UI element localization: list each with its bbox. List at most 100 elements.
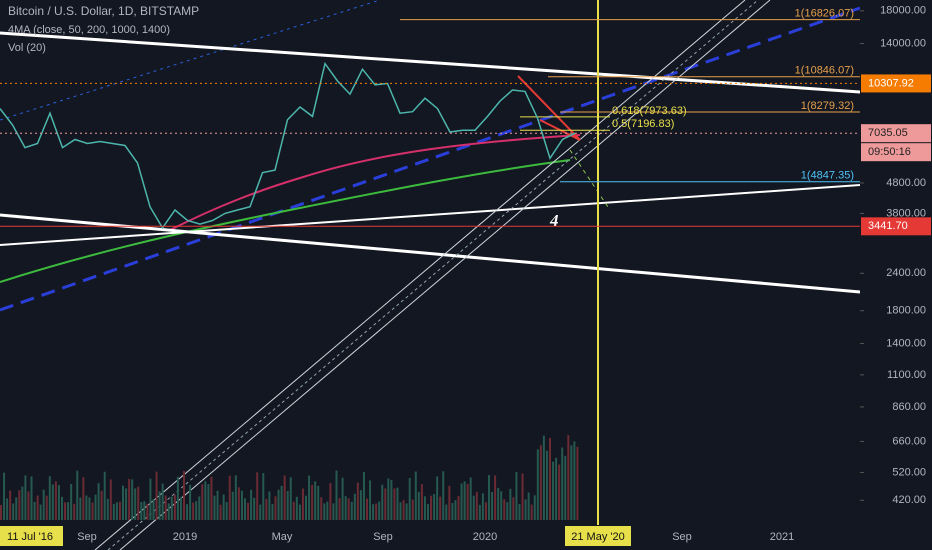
volume-bar — [463, 481, 466, 520]
volume-bar — [393, 488, 396, 520]
x-label-box — [0, 526, 63, 546]
volume-bar — [420, 484, 423, 520]
y-tick-label: 420.00 — [892, 494, 926, 506]
level-label: 0.618(7973.63) — [612, 105, 687, 117]
volume-bar — [167, 503, 170, 520]
volume-bar — [259, 504, 262, 520]
volume-bar — [320, 497, 323, 520]
x-tick-label: 21 May '20 — [571, 531, 624, 543]
volume-bar — [323, 503, 326, 520]
volume-bar — [237, 487, 240, 520]
volume-bar — [18, 490, 21, 520]
volume-bar — [295, 496, 298, 520]
volume-bar — [109, 479, 112, 520]
volume-bar — [292, 501, 295, 520]
price-tag-label: 10307.92 — [868, 77, 914, 89]
volume-bar — [161, 483, 164, 520]
volume-bar — [228, 475, 231, 520]
volume-bar — [64, 502, 67, 520]
volume-bar — [192, 502, 195, 520]
volume-bar — [27, 491, 30, 520]
x-tick-label: 2021 — [770, 531, 794, 543]
volume-bar — [137, 486, 140, 520]
channel-line — [119, 0, 771, 550]
y-tick-label: 18000.00 — [880, 5, 926, 17]
volume-bar — [549, 437, 551, 520]
volume-bar — [97, 483, 100, 520]
annotation: 4 — [549, 211, 559, 230]
volume-bar — [573, 441, 576, 520]
volume-bar — [244, 498, 246, 520]
volume-bar — [73, 503, 76, 520]
volume-bar — [100, 490, 103, 520]
volume-bar — [61, 496, 63, 520]
x-tick-label: Sep — [77, 531, 97, 543]
volume-bar — [375, 503, 378, 520]
volume-bar — [408, 477, 411, 520]
trend-line — [0, 31, 861, 94]
volume-bar — [286, 491, 289, 520]
volume-bar — [131, 479, 134, 520]
price-line — [0, 61, 576, 230]
volume-bar — [79, 497, 82, 520]
volume-bar — [454, 500, 457, 520]
volume-bar — [70, 483, 73, 520]
volume-bar — [460, 483, 463, 520]
volume-bar — [509, 488, 512, 520]
y-tick-label: 4800.00 — [886, 177, 926, 189]
volume-bar — [54, 481, 57, 520]
volume-bar — [256, 472, 259, 520]
volume-bar — [457, 496, 460, 520]
volume-bar — [469, 477, 472, 520]
volume-bar — [484, 502, 487, 520]
volume-bar — [149, 478, 152, 520]
volume-bar — [359, 490, 362, 520]
x-tick-label: 2020 — [473, 531, 497, 543]
volume-bar — [387, 478, 390, 520]
volume-bar — [170, 496, 173, 520]
y-tick-label: 660.00 — [892, 435, 926, 447]
price-tag — [861, 74, 931, 93]
volume-bar — [332, 503, 335, 520]
volume-bar — [536, 449, 539, 520]
volume-bar — [45, 495, 48, 520]
volume-bar — [146, 503, 149, 520]
volume-bar — [430, 495, 433, 520]
volume-bar — [399, 502, 402, 520]
level-label: 0.5(7196.83) — [612, 118, 674, 130]
volume-bar — [234, 475, 237, 520]
volume-bar — [521, 473, 524, 520]
volume-bar — [488, 475, 490, 520]
volume-bar — [189, 484, 192, 520]
volume-bar — [158, 491, 161, 520]
channel-line — [107, 0, 759, 550]
volume-bar — [311, 484, 314, 520]
volume-bar — [289, 477, 292, 520]
volume-bar — [500, 491, 503, 520]
volume-bar — [39, 504, 42, 520]
volume-bar — [186, 504, 189, 520]
countdown-tag — [861, 143, 931, 162]
volume-bar — [436, 476, 439, 520]
volume-bar — [411, 499, 414, 520]
volume-bar — [308, 475, 311, 520]
volume-bar — [76, 470, 79, 520]
volume-bar — [115, 502, 118, 520]
volume-bar — [481, 493, 484, 520]
y-tick-label: 1400.00 — [886, 337, 926, 349]
price-tag — [861, 217, 931, 236]
volume-bar — [530, 504, 533, 520]
volume-bar — [85, 495, 88, 520]
volume-bar — [88, 497, 91, 520]
chart-title: Bitcoin / U.S. Dollar, 1D, BITSTAMP — [8, 4, 199, 18]
volume-bar — [423, 496, 426, 520]
volume-bar — [134, 488, 137, 520]
volume-bar — [6, 498, 9, 520]
volume-bar — [9, 490, 12, 520]
volume-bar — [545, 450, 548, 520]
y-tick-label: 1100.00 — [887, 369, 926, 381]
volume-bar — [253, 497, 256, 520]
volume-bar — [570, 445, 573, 520]
volume-bar — [512, 497, 515, 520]
